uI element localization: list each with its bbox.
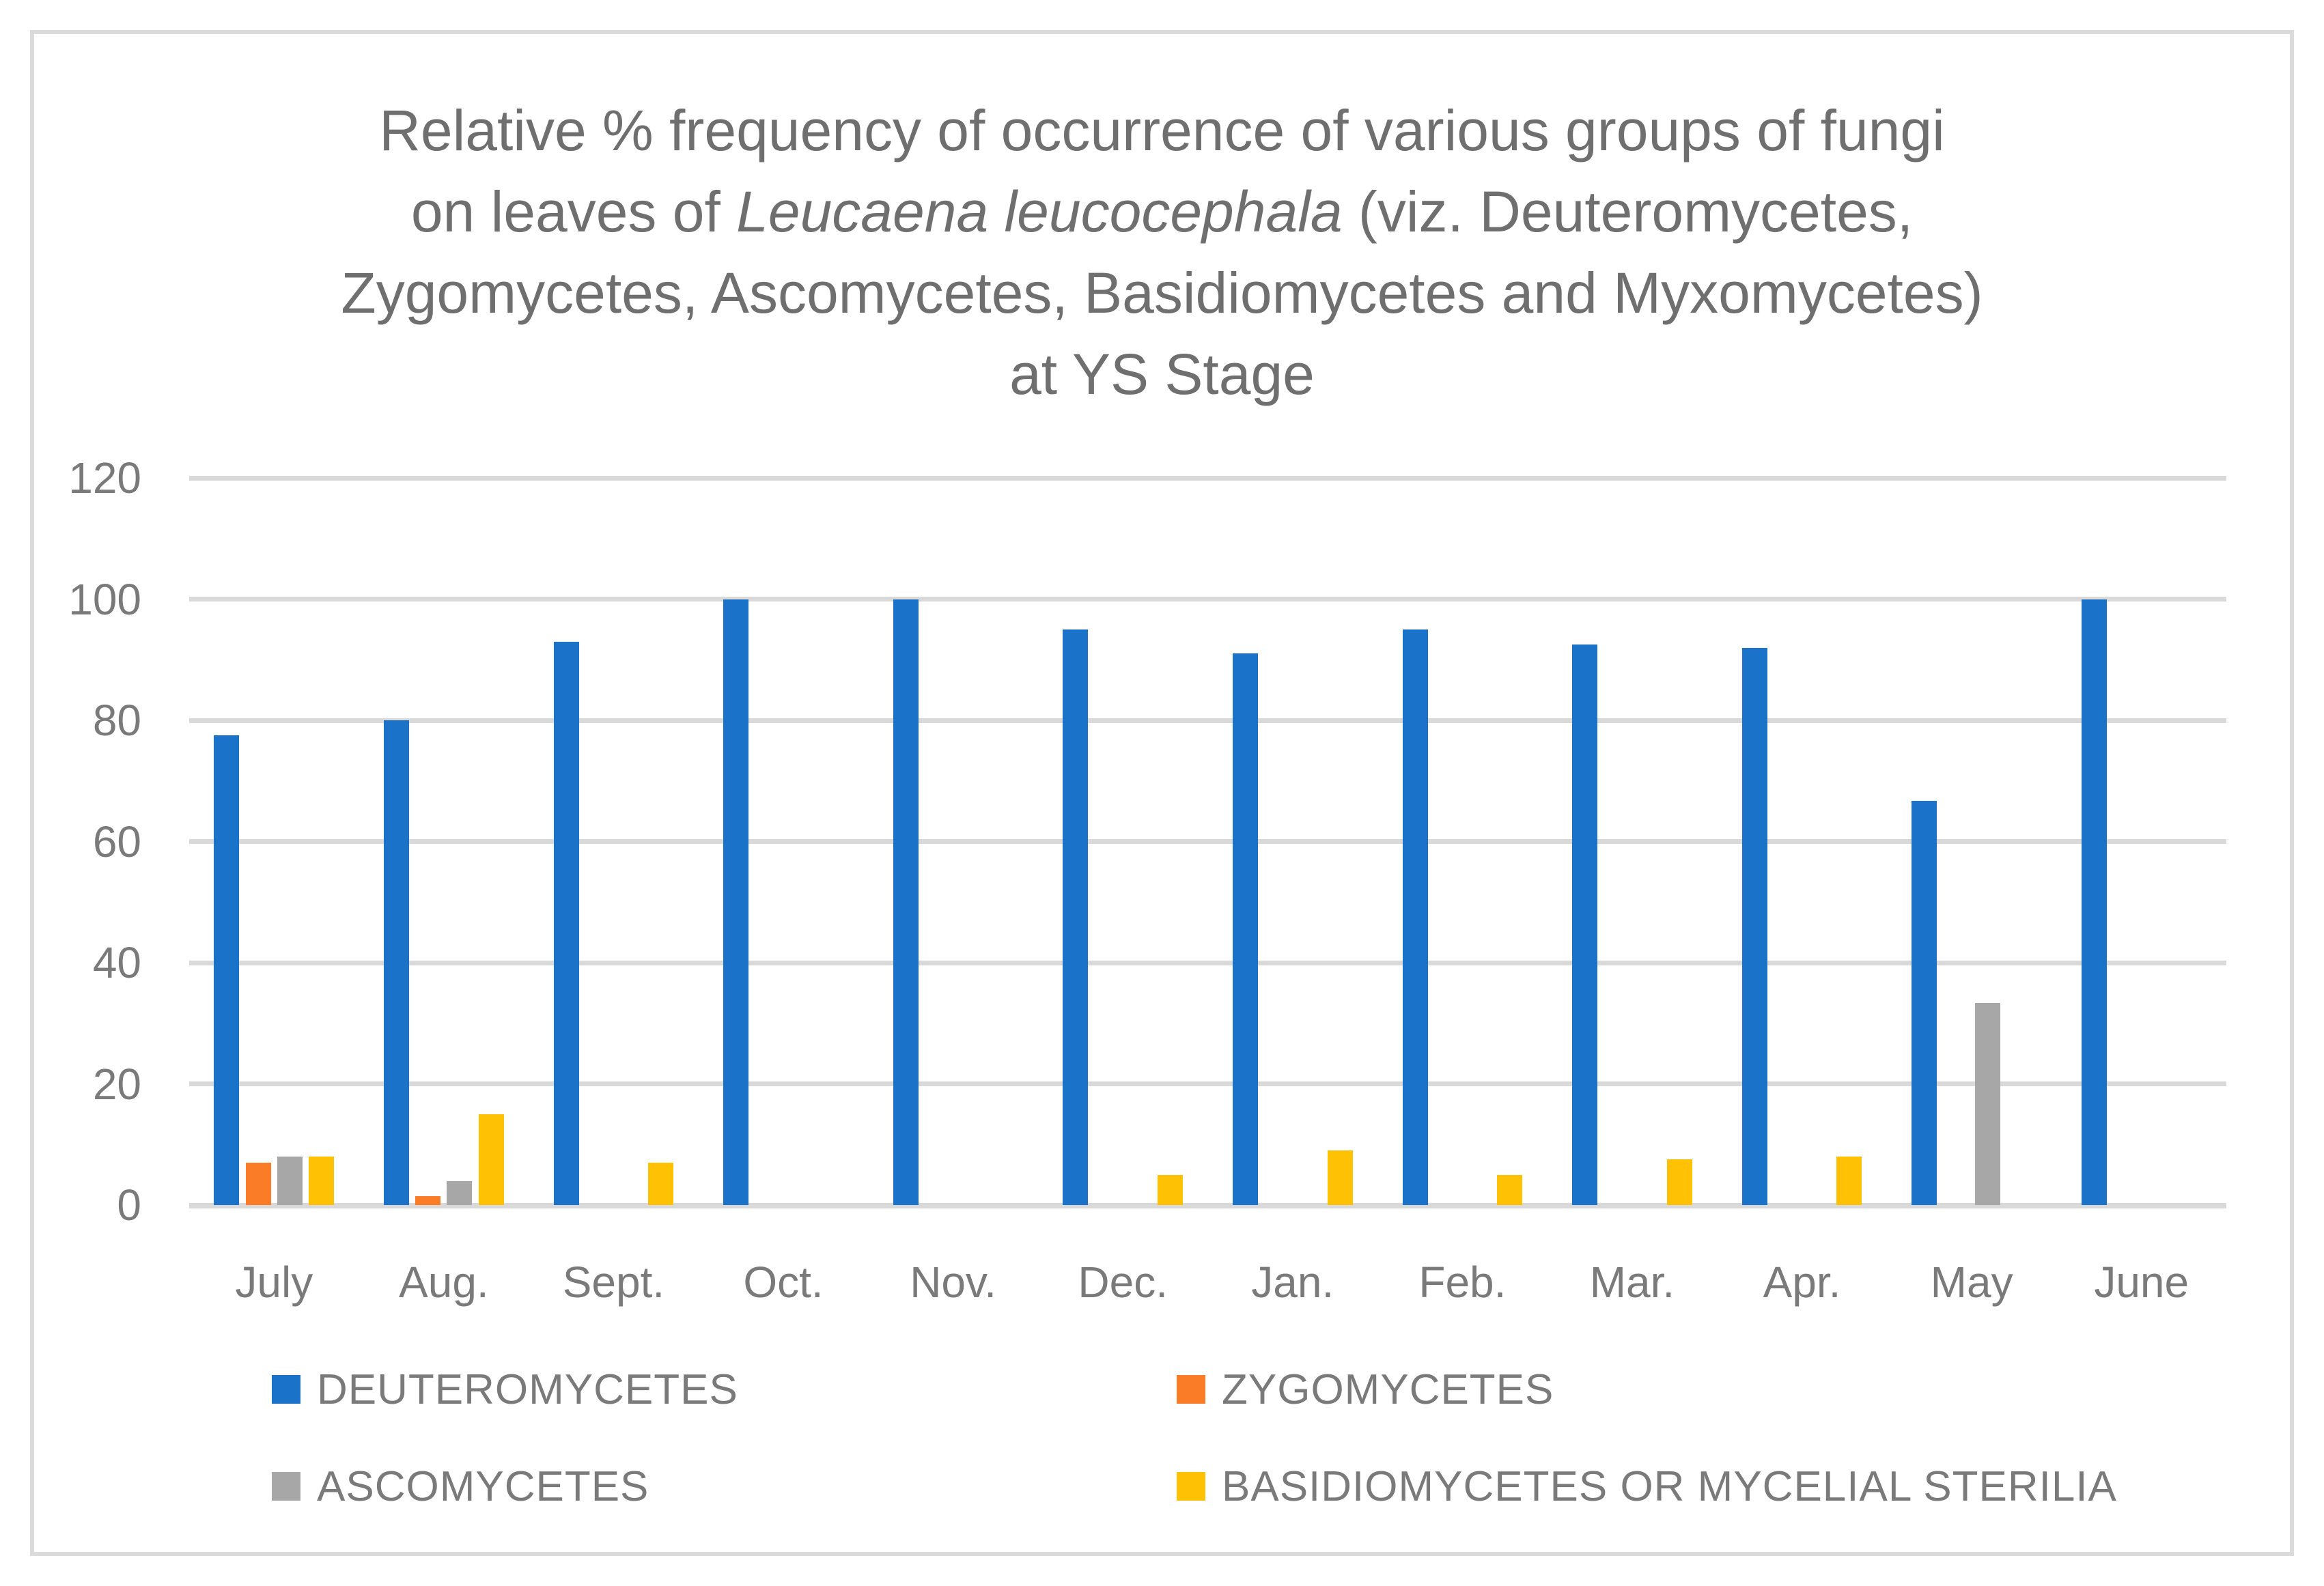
bar-basidiomycetes-apr	[1836, 1157, 1862, 1205]
x-axis-label-july: July	[235, 1258, 313, 1307]
bar-zygomycetes-aug	[415, 1195, 441, 1205]
gridline-120	[189, 475, 2226, 481]
y-axis-label-120: 120	[68, 453, 141, 502]
legend-label-ascomycetes: ASCOMYCETES	[317, 1462, 649, 1510]
gridline-100	[189, 597, 2226, 601]
x-axis-label-jan: Jan.	[1251, 1258, 1334, 1307]
bar-deuteromycetes-jan	[1232, 653, 1258, 1205]
bar-basidiomycetes-jan	[1327, 1150, 1353, 1205]
bar-deuteromycetes-aug	[384, 720, 410, 1205]
species-name-italic: Leucaena leucocephala	[736, 180, 1343, 244]
legend-label-basidiomycetes: BASIDIOMYCETES OR MYCELIAL STERILIA	[1222, 1462, 2117, 1510]
bar-basidiomycetes-july	[309, 1157, 335, 1205]
x-axis-label-oct: Oct.	[743, 1258, 824, 1307]
bar-basidiomycetes-mar	[1666, 1159, 1692, 1205]
bar-basidiomycetes-aug	[478, 1114, 504, 1205]
legend-item-deuteromycetes: DEUTEROMYCETES	[272, 1365, 738, 1413]
bar-deuteromycetes-feb	[1402, 629, 1428, 1205]
x-axis-label-dec: Dec.	[1078, 1258, 1168, 1307]
x-axis-label-apr: Apr.	[1763, 1258, 1841, 1307]
x-axis-label-june: June	[2094, 1258, 2189, 1307]
gridline-20	[189, 1081, 2226, 1086]
bar-deuteromycetes-apr	[1741, 647, 1767, 1205]
x-axis-label-feb: Feb.	[1418, 1258, 1507, 1307]
legend-item-basidiomycetes: BASIDIOMYCETES OR MYCELIAL STERILIA	[1177, 1462, 2117, 1510]
y-axis-label-0: 0	[117, 1180, 141, 1230]
basidiomycetes-swatch-icon	[1177, 1472, 1205, 1501]
bar-zygomycetes-july	[245, 1162, 271, 1205]
x-axis-label-sept: Sept.	[562, 1258, 665, 1307]
legend-row-1: DEUTEROMYCETES ZYGOMYCETES	[0, 1365, 2324, 1413]
bar-deuteromycetes-july	[214, 735, 240, 1205]
x-axis-label-nov: Nov.	[910, 1258, 997, 1307]
bar-basidiomycetes-sept	[648, 1162, 674, 1205]
bar-ascomycetes-july	[277, 1157, 303, 1205]
legend-item-ascomycetes: ASCOMYCETES	[272, 1462, 649, 1510]
zygomycetes-swatch-icon	[1177, 1375, 1205, 1404]
x-axis-label-mar: Mar.	[1589, 1258, 1675, 1307]
y-axis-label-20: 20	[92, 1059, 141, 1109]
bar-deuteromycetes-nov	[893, 599, 919, 1205]
bar-deuteromycetes-may	[1912, 801, 1937, 1205]
chart-title-line1: Relative % frequency of occurrence of va…	[379, 98, 1945, 162]
bar-basidiomycetes-feb	[1497, 1174, 1523, 1205]
gridline-60	[189, 839, 2226, 844]
chart-title-line2: on leaves of Leucaena leucocephala (viz.…	[410, 180, 1914, 244]
bar-deuteromycetes-june	[2081, 599, 2107, 1205]
legend-label-deuteromycetes: DEUTEROMYCETES	[317, 1365, 738, 1413]
chart-title-line3: Zygomycetes, Ascomycetes, Basidiomycetes…	[341, 261, 1983, 325]
y-axis-label-40: 40	[92, 938, 141, 987]
deuteromycetes-swatch-icon	[272, 1375, 300, 1404]
bar-deuteromycetes-dec	[1063, 629, 1089, 1205]
x-axis-label-aug: Aug.	[399, 1258, 489, 1307]
gridline-80	[189, 718, 2226, 723]
chart-title: Relative % frequency of occurrence of va…	[82, 90, 2242, 415]
y-axis-label-100: 100	[68, 574, 141, 624]
bar-deuteromycetes-mar	[1572, 645, 1598, 1205]
plot-area	[189, 475, 2226, 1208]
legend-row-2: ASCOMYCETES BASIDIOMYCETES OR MYCELIAL S…	[0, 1462, 2324, 1510]
chart-title-line4: at YS Stage	[1009, 342, 1315, 406]
legend-label-zygomycetes: ZYGOMYCETES	[1222, 1365, 1554, 1413]
bar-ascomycetes-may	[1974, 1003, 2000, 1205]
y-axis-label-80: 80	[92, 696, 141, 745]
gridline-40	[189, 960, 2226, 965]
legend-item-zygomycetes: ZYGOMYCETES	[1177, 1365, 1554, 1413]
y-axis-label-60: 60	[92, 817, 141, 866]
bar-basidiomycetes-dec	[1158, 1174, 1183, 1205]
gridline-0	[189, 1202, 2226, 1208]
bar-deuteromycetes-sept	[553, 641, 579, 1205]
x-axis-label-may: May	[1930, 1258, 2013, 1307]
bar-ascomycetes-aug	[447, 1180, 473, 1205]
ascomycetes-swatch-icon	[272, 1472, 300, 1501]
bar-deuteromycetes-oct	[723, 599, 749, 1205]
